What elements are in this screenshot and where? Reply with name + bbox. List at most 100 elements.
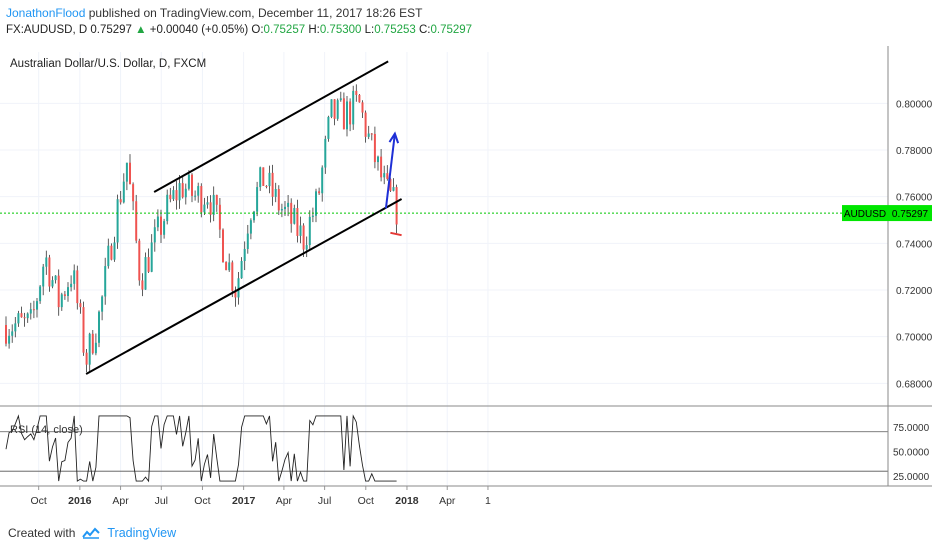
price-badge: [888, 205, 932, 222]
high-label: H:: [308, 24, 320, 36]
price-tick-label: 0.72000: [896, 286, 932, 297]
candle-body: [383, 173, 386, 178]
candle-body: [17, 313, 20, 324]
candle-body: [113, 242, 116, 260]
candle-body: [101, 296, 104, 312]
candlestick-series: [5, 84, 398, 373]
candle-body: [45, 257, 48, 267]
candle-body: [153, 227, 156, 243]
candle-body: [85, 352, 88, 365]
candle-body: [380, 156, 383, 178]
rsi-panel: [0, 414, 888, 483]
candle-body: [330, 99, 333, 117]
candle-body: [386, 173, 389, 179]
candle-body: [132, 184, 135, 202]
x-tick-label: 1: [485, 495, 491, 507]
candle-body: [57, 275, 60, 308]
candle-body: [60, 294, 63, 308]
candle-body: [91, 333, 94, 354]
candle-body: [256, 187, 259, 212]
low-value: 0.75253: [374, 24, 416, 36]
candle-body: [206, 202, 209, 205]
candle-body: [138, 240, 141, 281]
author-link[interactable]: JonathonFlood: [6, 6, 86, 20]
chart-background: [0, 46, 932, 520]
forecast-arrow-line: [384, 133, 396, 209]
x-tick-label: Oct: [358, 495, 374, 507]
candle-body: [144, 257, 147, 290]
lower-channel-line: [85, 198, 403, 375]
symbol-legend: FX:AUDUSD, D 0.75297 ▲ +0.00040 (+0.05%)…: [6, 24, 472, 36]
price-tick-label: 0.80000: [896, 99, 932, 110]
candle-body: [197, 186, 200, 196]
candle-body: [20, 313, 23, 318]
tradingview-logo-icon: [82, 527, 101, 539]
candle-body: [274, 188, 277, 197]
price-chart[interactable]: Oct 2016 Apr Jul Oct 2017 Apr Jul Oct 2018 Apr 1 0.8…: [0, 46, 932, 520]
candle-body: [373, 133, 376, 163]
candle-body: [395, 187, 398, 225]
candle-body: [116, 199, 119, 243]
candle-body: [333, 99, 336, 119]
candle-body: [163, 221, 166, 235]
candle-body: [246, 233, 249, 249]
price-tick-label: 0.70000: [896, 333, 932, 344]
candle-body: [367, 133, 370, 137]
candle-body: [271, 172, 274, 197]
candle-body: [339, 98, 342, 101]
created-with-text: Created with: [8, 526, 76, 540]
candle-body: [141, 280, 144, 290]
symbol-label: FX:AUDUSD, D: [6, 24, 88, 36]
candle-body: [342, 98, 345, 130]
candle-body: [150, 242, 153, 272]
tradingview-brand[interactable]: TradingView: [107, 526, 177, 540]
candle-body: [370, 133, 373, 135]
candle-body: [280, 209, 283, 211]
candle-body: [135, 201, 138, 241]
candle-body: [218, 204, 221, 230]
x-tick-label: Apr: [112, 495, 129, 507]
publish-text: published on TradingView.com, December 1…: [85, 6, 423, 20]
footer: Created with TradingView: [0, 520, 932, 550]
candle-body: [228, 262, 231, 271]
candle-body: [311, 215, 314, 217]
x-tick-label: Jul: [155, 495, 168, 507]
candle-body: [296, 208, 299, 236]
candle-body: [293, 208, 296, 224]
candle-body: [32, 309, 35, 311]
candle-body: [324, 138, 327, 168]
candle-body: [14, 323, 17, 332]
candle-body: [191, 174, 193, 196]
candle-body: [88, 333, 91, 365]
rsi-line: [5, 414, 397, 483]
candle-body: [110, 245, 113, 260]
candle-body: [36, 301, 38, 310]
candle-body: [26, 313, 29, 319]
x-tick-label: Jul: [318, 495, 331, 507]
symbol-badge-label: AUDUSD: [844, 209, 886, 220]
candle-body: [5, 325, 7, 344]
candle-body: [225, 262, 228, 271]
support-line: [390, 231, 402, 237]
candle-body: [166, 194, 169, 222]
chart-title: Australian Dollar/U.S. Dollar, D, FXCM: [10, 58, 206, 70]
candle-body: [290, 202, 293, 224]
candle-body: [129, 162, 131, 185]
candle-body: [358, 94, 361, 103]
close-label: C:: [418, 24, 431, 36]
x-tick-label: Apr: [276, 495, 293, 507]
candle-body: [249, 220, 252, 234]
candle-body: [200, 186, 203, 213]
candle-body: [243, 248, 246, 261]
candle-body: [178, 183, 181, 201]
candle-body: [389, 178, 392, 191]
last-price: 0.75297: [90, 24, 132, 36]
candle-body: [107, 245, 110, 267]
candle-body: [222, 229, 224, 263]
candle-body: [268, 172, 271, 187]
candle-body: [377, 156, 379, 163]
publish-info: JonathonFlood published on TradingView.c…: [6, 6, 423, 20]
forecast-arrow-head: [388, 131, 400, 144]
candle-body: [51, 280, 54, 287]
candle-body: [308, 216, 311, 246]
